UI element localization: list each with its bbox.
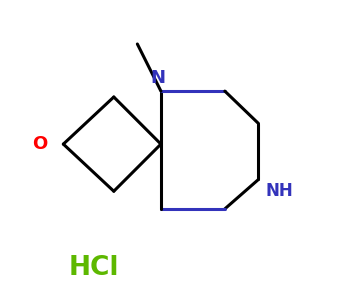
Text: NH: NH <box>265 182 293 200</box>
Text: HCl: HCl <box>68 255 119 281</box>
Text: O: O <box>32 135 48 153</box>
Text: N: N <box>150 69 165 87</box>
